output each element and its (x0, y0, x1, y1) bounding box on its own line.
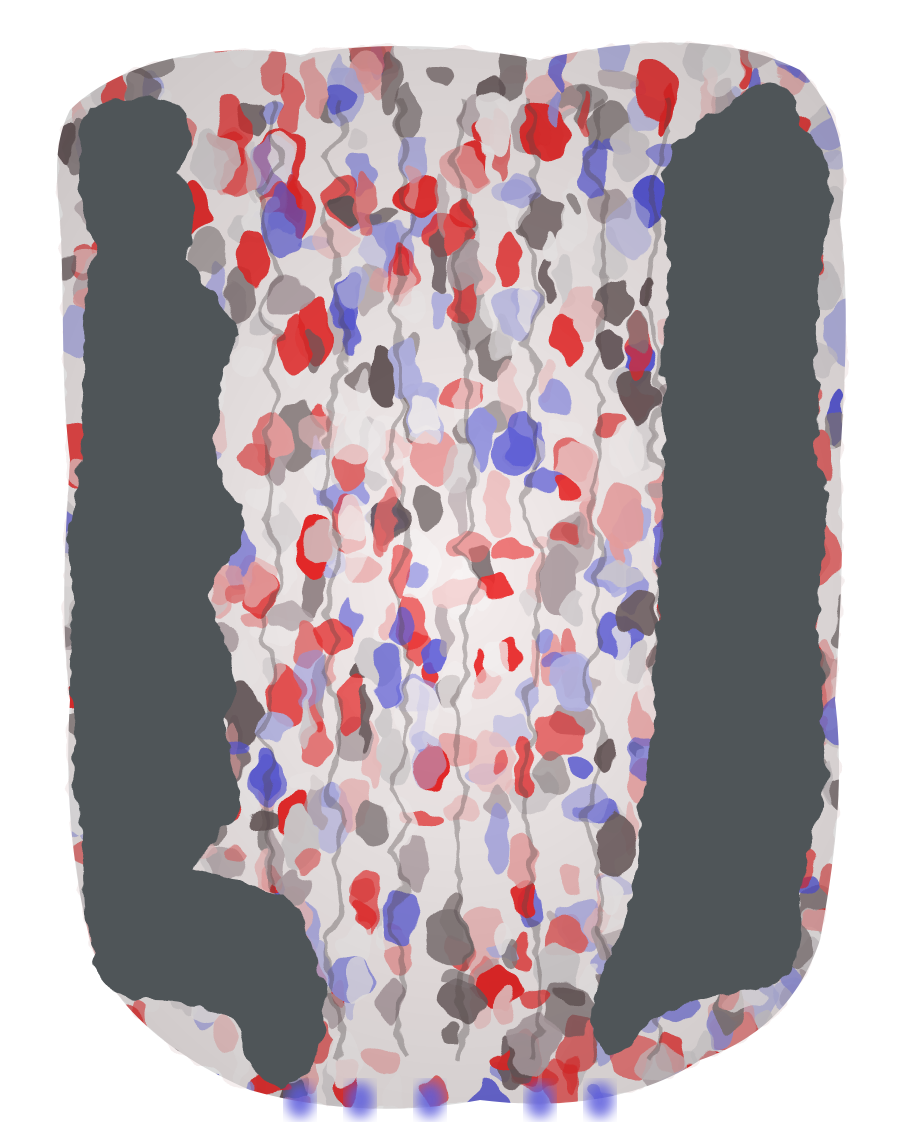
positive-tip (586, 1082, 614, 1118)
surface-patch (789, 990, 835, 1052)
surface-patch (183, 1091, 206, 1109)
surface-patch (57, 981, 86, 1020)
surface-patch (783, 1026, 807, 1075)
surface-patch (804, 970, 825, 1008)
surface-patch (799, 978, 821, 1018)
right-cross-section-wall (592, 83, 832, 1054)
surface-patch (221, 1105, 268, 1109)
surface-patch (825, 1070, 846, 1109)
surface-patch (154, 1046, 183, 1103)
positive-tip (416, 1082, 444, 1118)
positive-tip (346, 1082, 374, 1118)
surface-patch (82, 979, 110, 998)
surface-patch (73, 983, 99, 1006)
surface-patch (210, 42, 257, 52)
surface-patch (837, 955, 846, 1012)
left-cross-section-wall (69, 98, 325, 1090)
surface-patch (114, 1029, 149, 1096)
surface-patch (104, 1080, 145, 1097)
surface-patch (57, 965, 82, 1010)
surface-patch (810, 967, 835, 1028)
positive-tip (526, 1082, 554, 1118)
surface-patch (74, 52, 88, 78)
surface-patch (652, 1078, 676, 1109)
surface-patch (81, 42, 103, 83)
surface-patch (741, 1055, 766, 1079)
positive-surface-tips (286, 1082, 614, 1118)
surface-patch (203, 1075, 222, 1109)
surface-patch (712, 1066, 725, 1109)
surface-patch (715, 1079, 731, 1109)
surface-patch (826, 957, 846, 983)
surface-patch (143, 1086, 162, 1109)
surface-patch (87, 995, 115, 1050)
surface-patch (73, 1037, 95, 1096)
surface-patch (57, 982, 90, 1035)
surface-patch (107, 1088, 152, 1109)
positive-tip (286, 1082, 314, 1118)
surface-patch (790, 46, 809, 65)
surface-patch (829, 1022, 846, 1066)
surface-patch (803, 1052, 835, 1072)
surface-patch (67, 984, 108, 1043)
surface-patch (681, 1087, 728, 1109)
surface-patch (57, 1000, 98, 1031)
